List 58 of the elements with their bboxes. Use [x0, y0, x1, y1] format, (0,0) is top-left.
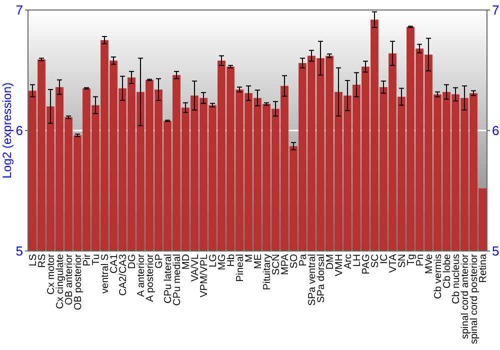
x-tick-label: A anterior: [136, 253, 147, 297]
y2-tick-label: 5: [492, 244, 500, 259]
x-tick-label: Pineal: [235, 254, 246, 282]
x-tick-label: VMH: [334, 254, 345, 276]
x-tick-label: OB posterior: [73, 253, 84, 310]
x-tick-label: RS: [37, 254, 48, 268]
y-tick-label: 5: [16, 244, 23, 259]
x-tick-label: PAG: [361, 254, 372, 274]
x-tick-label: Tu: [91, 254, 102, 266]
x-tick-label: CPu lateral: [163, 254, 174, 304]
x-tick-label: MG: [217, 254, 228, 270]
y2-tick-label: 6: [492, 123, 500, 138]
x-tick-label: ventral S: [100, 254, 111, 294]
x-tick-label: MVe: [424, 254, 435, 274]
x-tick-label: M: [244, 254, 255, 262]
x-tick-label: spinal cord posterior: [469, 253, 480, 344]
x-tick-label: ME: [253, 254, 264, 269]
y-tick-label: 6: [16, 123, 23, 138]
x-tick-label: IC: [379, 254, 390, 264]
x-tick-label: A posterior: [145, 253, 156, 302]
x-tick-label: SO: [289, 254, 300, 268]
x-tick-label: OB anterior: [64, 253, 75, 306]
x-tick-label: Cb vermis: [433, 254, 444, 300]
y2-tick-label: 7: [492, 2, 500, 18]
x-tick-label: LH: [352, 254, 363, 267]
x-tick-label: VPM/VPL: [199, 254, 210, 298]
x-tick-label: Retina: [478, 254, 489, 283]
x-tick-label: LS: [28, 254, 39, 266]
x-tick-label: MD: [181, 254, 192, 270]
x-tick-label: Hb: [226, 254, 237, 267]
x-tick-label: Cb nucleus: [451, 254, 462, 304]
x-tick-label: GP: [154, 254, 165, 268]
x-tick-label: Pituitary: [262, 254, 273, 290]
x-tick-label: Cx motor: [46, 253, 57, 295]
x-tick-label: Arc: [343, 254, 354, 269]
x-tick-label: SPa ventral: [307, 254, 318, 306]
x-tick-label: spinal cord anterior: [460, 253, 471, 340]
x-tick-label: SN: [397, 254, 408, 268]
x-tick-label: DG: [127, 254, 138, 269]
x-tick-label: Cb lobe: [442, 254, 453, 288]
x-tick-label: MPA: [280, 254, 291, 275]
x-tick-label: CPu medial: [172, 254, 183, 306]
x-tick-label: DM: [325, 254, 336, 270]
x-tick-label: SPa dorsal: [316, 254, 327, 303]
x-tick-label: Pir: [82, 253, 93, 266]
x-tick-label: Tg: [406, 254, 417, 266]
x-tick-label: Pa: [298, 254, 309, 266]
x-tick-label: VA/VL: [190, 254, 201, 282]
x-tick-label: Cx cingulate: [55, 254, 66, 310]
x-tick-label: SC: [370, 254, 381, 268]
x-tick-label: CA1: [109, 254, 120, 274]
x-tick-label: CA2/CA3: [118, 254, 129, 296]
y-axis-title: Log2 (expression): [0, 82, 14, 179]
x-tick-label: Pn: [415, 254, 426, 266]
x-tick-label: LG: [208, 254, 219, 268]
x-tick-label: VTA: [388, 254, 399, 273]
x-tick-label: SCN: [271, 254, 282, 276]
y-tick-label: 7: [16, 2, 23, 18]
